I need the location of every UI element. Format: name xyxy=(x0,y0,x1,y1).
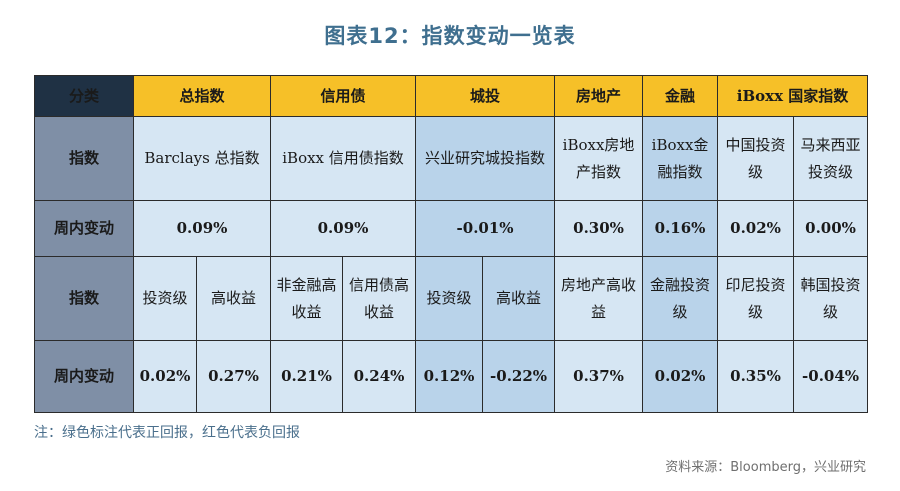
value-iboxx-credit: 0.09% xyxy=(270,200,417,257)
row-label-index-1: 指数 xyxy=(34,116,134,201)
cell-korea-ig: 韩国投资级 xyxy=(793,256,869,341)
header-total: 总指数 xyxy=(132,75,272,117)
footnote: 注：绿色标注代表正回报，红色代表负回报 xyxy=(34,425,300,441)
cell-finance-ig: 金融投资级 xyxy=(642,256,719,341)
cell-china-ig: 中国投资级 xyxy=(717,116,795,201)
header-urban: 城投 xyxy=(415,75,556,117)
header-category: 分类 xyxy=(34,75,134,117)
value-total-hy: 0.27% xyxy=(195,340,272,413)
chart-title: 图表12：指数变动一览表 xyxy=(324,24,576,48)
value-china-ig: 0.02% xyxy=(717,200,795,257)
value-indonesia-ig: 0.35% xyxy=(717,340,795,413)
cell-urban-ig: 投资级 xyxy=(415,256,484,341)
cell-urban-index: 兴业研究城投指数 xyxy=(415,116,556,201)
header-credit: 信用债 xyxy=(270,75,417,117)
cell-malaysia-ig: 马来西亚投资级 xyxy=(793,116,869,201)
row-label-index-2: 指数 xyxy=(34,256,134,341)
value-iboxx-finance: 0.16% xyxy=(642,200,719,257)
cell-total-hy: 高收益 xyxy=(195,256,272,341)
row-label-change-1: 周内变动 xyxy=(34,200,134,257)
value-total-ig: 0.02% xyxy=(133,340,197,413)
value-urban-ig: 0.12% xyxy=(415,340,484,413)
value-finance-ig: 0.02% xyxy=(642,340,719,413)
cell-barclays-total: Barclays 总指数 xyxy=(132,116,272,201)
index-change-table: 分类 总指数 信用债 城投 房地产 金融 iBoxx 国家指数 指数 Barcl… xyxy=(34,75,869,413)
value-urban-hy: -0.22% xyxy=(482,340,556,413)
value-barclays-total: 0.09% xyxy=(132,200,272,257)
row-label-change-2: 周内变动 xyxy=(34,340,134,413)
value-credit-nonfin-hy: 0.21% xyxy=(270,340,344,413)
cell-indonesia-ig: 印尼投资级 xyxy=(717,256,795,341)
cell-total-ig: 投资级 xyxy=(133,256,197,341)
value-realestate-hy: 0.37% xyxy=(554,340,644,413)
cell-credit-hy: 信用债高收益 xyxy=(342,256,417,341)
header-iboxx-country: iBoxx 国家指数 xyxy=(717,75,869,117)
cell-iboxx-realestate: iBoxx房地产指数 xyxy=(554,116,644,201)
index-row-1: 指数 Barclays 总指数 iBoxx 信用债指数 兴业研究城投指数 iBo… xyxy=(34,116,869,201)
value-korea-ig: -0.04% xyxy=(793,340,869,413)
cell-urban-hy: 高收益 xyxy=(482,256,556,341)
cell-iboxx-credit: iBoxx 信用债指数 xyxy=(270,116,417,201)
header-finance: 金融 xyxy=(642,75,719,117)
header-realestate: 房地产 xyxy=(554,75,644,117)
index-row-2: 指数 投资级 高收益 非金融高收益 信用债高收益 投资级 高收益 房地产高收益 … xyxy=(34,256,869,341)
value-malaysia-ig: 0.00% xyxy=(793,200,869,257)
value-iboxx-realestate: 0.30% xyxy=(554,200,644,257)
weekly-change-row-2: 周内变动 0.02% 0.27% 0.21% 0.24% 0.12% -0.22… xyxy=(34,340,869,413)
value-credit-hy: 0.24% xyxy=(342,340,417,413)
cell-credit-nonfin-hy: 非金融高收益 xyxy=(270,256,344,341)
header-row: 分类 总指数 信用债 城投 房地产 金融 iBoxx 国家指数 xyxy=(34,75,869,117)
value-urban-index: -0.01% xyxy=(415,200,556,257)
weekly-change-row-1: 周内变动 0.09% 0.09% -0.01% 0.30% 0.16% 0.02… xyxy=(34,200,869,257)
source-line: 资料来源：Bloomberg，兴业研究 xyxy=(665,460,866,475)
cell-iboxx-finance: iBoxx金融指数 xyxy=(642,116,719,201)
cell-realestate-hy: 房地产高收益 xyxy=(554,256,644,341)
